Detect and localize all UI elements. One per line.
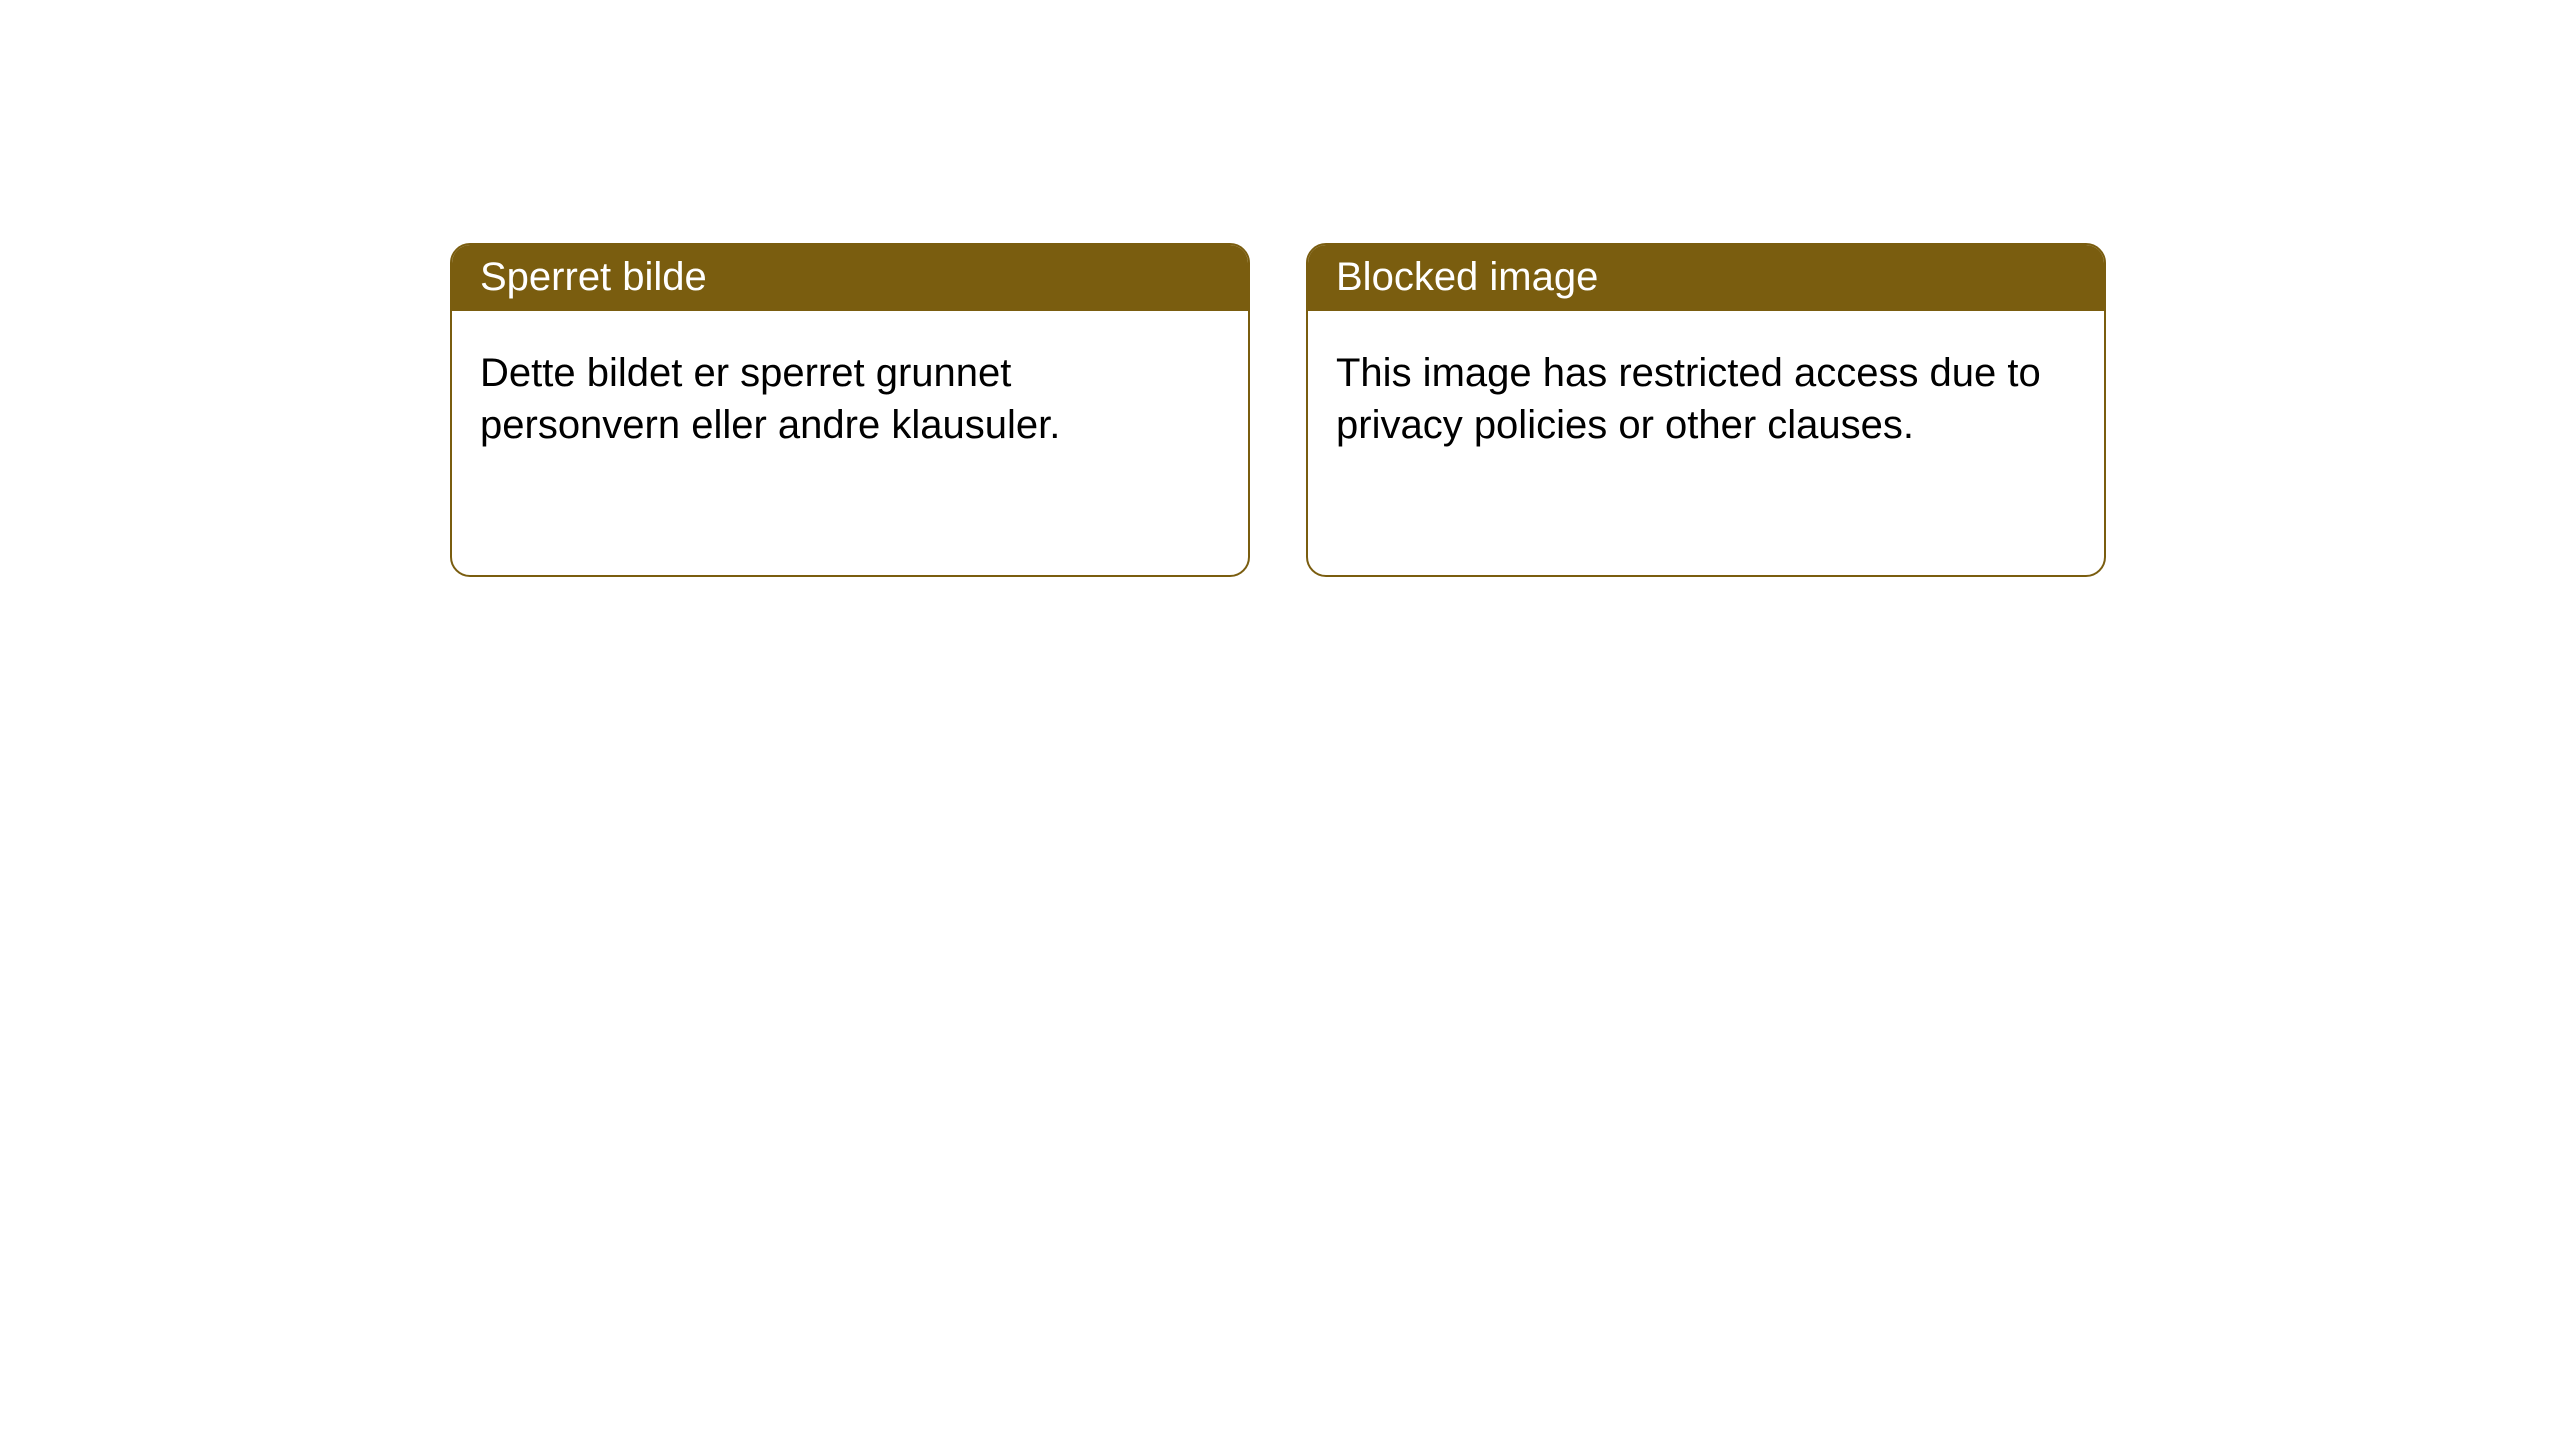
card-body-text: This image has restricted access due to … xyxy=(1308,311,2104,487)
notice-card-norwegian: Sperret bilde Dette bildet er sperret gr… xyxy=(450,243,1250,577)
notice-card-english: Blocked image This image has restricted … xyxy=(1306,243,2106,577)
card-title: Blocked image xyxy=(1308,245,2104,311)
card-title: Sperret bilde xyxy=(452,245,1248,311)
card-body-text: Dette bildet er sperret grunnet personve… xyxy=(452,311,1248,487)
notice-card-row: Sperret bilde Dette bildet er sperret gr… xyxy=(0,0,2560,577)
